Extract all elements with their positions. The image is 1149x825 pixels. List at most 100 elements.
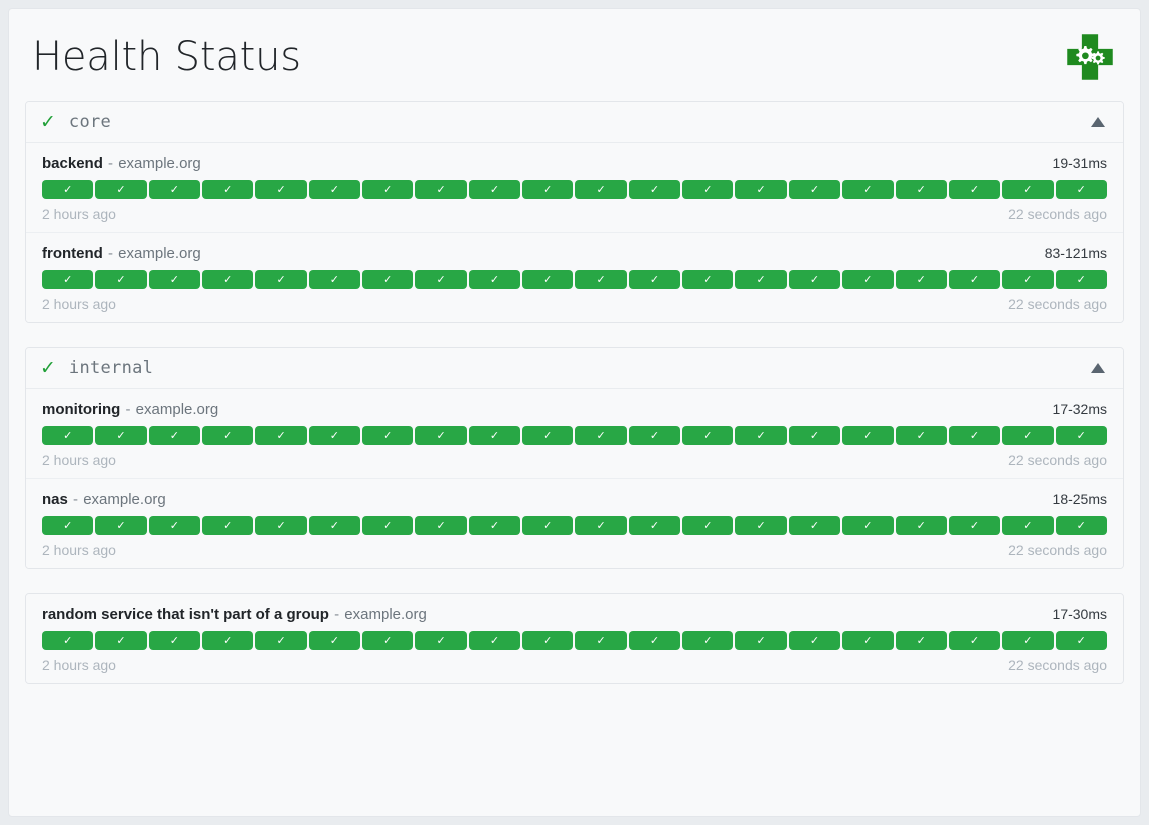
status-bar-segment[interactable]: ✓ bbox=[948, 270, 1001, 289]
status-bar-segment[interactable]: ✓ bbox=[522, 631, 574, 650]
status-bar-segment[interactable]: ✓ bbox=[148, 180, 201, 199]
status-bar-segment[interactable]: ✓ bbox=[95, 270, 147, 289]
group-header-core[interactable]: ✓ core bbox=[26, 102, 1123, 143]
status-bar-segment[interactable]: ✓ bbox=[415, 180, 467, 199]
status-bar-segment[interactable]: ✓ bbox=[468, 180, 521, 199]
status-bar-segment[interactable]: ✓ bbox=[735, 426, 787, 445]
status-bar-segment[interactable]: ✓ bbox=[415, 270, 467, 289]
status-bar-segment[interactable]: ✓ bbox=[148, 270, 201, 289]
status-bar-segment[interactable]: ✓ bbox=[842, 270, 894, 289]
status-bar-segment[interactable]: ✓ bbox=[202, 270, 254, 289]
status-bar-segment[interactable]: ✓ bbox=[468, 270, 521, 289]
status-bar-segment[interactable]: ✓ bbox=[1002, 516, 1054, 535]
status-bar-segment[interactable]: ✓ bbox=[948, 631, 1001, 650]
status-bar-segment[interactable]: ✓ bbox=[308, 516, 361, 535]
status-bar-segment[interactable]: ✓ bbox=[895, 180, 947, 199]
status-bar-segment[interactable]: ✓ bbox=[42, 426, 94, 445]
status-bar-segment[interactable]: ✓ bbox=[788, 180, 841, 199]
status-bar-segment[interactable]: ✓ bbox=[628, 270, 681, 289]
status-bar-segment[interactable]: ✓ bbox=[95, 631, 147, 650]
status-bar-segment[interactable]: ✓ bbox=[575, 426, 627, 445]
status-bar-segment[interactable]: ✓ bbox=[842, 426, 894, 445]
status-bar-segment[interactable]: ✓ bbox=[948, 426, 1001, 445]
status-bar-segment[interactable]: ✓ bbox=[788, 631, 841, 650]
status-bar-segment[interactable]: ✓ bbox=[628, 516, 681, 535]
status-bar-segment[interactable]: ✓ bbox=[735, 516, 787, 535]
status-bar-segment[interactable]: ✓ bbox=[1055, 426, 1107, 445]
status-bar-segment[interactable]: ✓ bbox=[255, 516, 307, 535]
status-bar-segment[interactable]: ✓ bbox=[522, 516, 574, 535]
status-bar-segment[interactable]: ✓ bbox=[682, 270, 734, 289]
status-bar-segment[interactable]: ✓ bbox=[522, 180, 574, 199]
status-bar-segment[interactable]: ✓ bbox=[42, 631, 94, 650]
status-bar-segment[interactable]: ✓ bbox=[1055, 631, 1107, 650]
status-bar-segment[interactable]: ✓ bbox=[948, 180, 1001, 199]
status-bar-segment[interactable]: ✓ bbox=[202, 180, 254, 199]
status-bar-segment[interactable]: ✓ bbox=[308, 270, 361, 289]
status-bar-segment[interactable]: ✓ bbox=[95, 516, 147, 535]
status-bar-segment[interactable]: ✓ bbox=[522, 426, 574, 445]
status-bar-segment[interactable]: ✓ bbox=[362, 426, 414, 445]
status-bar-segment[interactable]: ✓ bbox=[735, 180, 787, 199]
status-bar-segment[interactable]: ✓ bbox=[682, 631, 734, 650]
status-bar-segment[interactable]: ✓ bbox=[202, 426, 254, 445]
status-bar-segment[interactable]: ✓ bbox=[1002, 631, 1054, 650]
status-bar-segment[interactable]: ✓ bbox=[42, 180, 94, 199]
status-bar-segment[interactable]: ✓ bbox=[1055, 270, 1107, 289]
status-bar-segment[interactable]: ✓ bbox=[895, 631, 947, 650]
status-bar-segment[interactable]: ✓ bbox=[148, 631, 201, 650]
status-bar-segment[interactable]: ✓ bbox=[575, 180, 627, 199]
status-bar-segment[interactable]: ✓ bbox=[42, 516, 94, 535]
status-bar-segment[interactable]: ✓ bbox=[255, 270, 307, 289]
status-bar-segment[interactable]: ✓ bbox=[255, 631, 307, 650]
status-bar-segment[interactable]: ✓ bbox=[842, 180, 894, 199]
status-bar-segment[interactable]: ✓ bbox=[308, 631, 361, 650]
status-bar-segment[interactable]: ✓ bbox=[682, 516, 734, 535]
status-bar-segment[interactable]: ✓ bbox=[788, 516, 841, 535]
status-bar-segment[interactable]: ✓ bbox=[575, 631, 627, 650]
status-bar-segment[interactable]: ✓ bbox=[95, 426, 147, 445]
status-bar-segment[interactable]: ✓ bbox=[362, 631, 414, 650]
status-bar-segment[interactable]: ✓ bbox=[468, 516, 521, 535]
status-bar-segment[interactable]: ✓ bbox=[308, 180, 361, 199]
status-bar-segment[interactable]: ✓ bbox=[628, 631, 681, 650]
status-bar-segment[interactable]: ✓ bbox=[362, 516, 414, 535]
status-bar-segment[interactable]: ✓ bbox=[1002, 180, 1054, 199]
status-bar-segment[interactable]: ✓ bbox=[468, 631, 521, 650]
status-bar-segment[interactable]: ✓ bbox=[895, 270, 947, 289]
status-bar-segment[interactable]: ✓ bbox=[628, 180, 681, 199]
status-bar-segment[interactable]: ✓ bbox=[415, 516, 467, 535]
status-bar-segment[interactable]: ✓ bbox=[735, 631, 787, 650]
status-bar-segment[interactable]: ✓ bbox=[842, 516, 894, 535]
status-bar-segment[interactable]: ✓ bbox=[255, 180, 307, 199]
status-bar-segment[interactable]: ✓ bbox=[95, 180, 147, 199]
status-bar-segment[interactable]: ✓ bbox=[415, 426, 467, 445]
caret-up-icon[interactable] bbox=[1091, 117, 1105, 127]
status-bar-segment[interactable]: ✓ bbox=[1002, 426, 1054, 445]
status-bar-segment[interactable]: ✓ bbox=[1002, 270, 1054, 289]
status-bar-segment[interactable]: ✓ bbox=[255, 426, 307, 445]
status-bar-segment[interactable]: ✓ bbox=[308, 426, 361, 445]
status-bar-segment[interactable]: ✓ bbox=[202, 516, 254, 535]
status-bar-segment[interactable]: ✓ bbox=[415, 631, 467, 650]
status-bar-segment[interactable]: ✓ bbox=[1055, 180, 1107, 199]
status-bar-segment[interactable]: ✓ bbox=[362, 180, 414, 199]
status-bar-segment[interactable]: ✓ bbox=[362, 270, 414, 289]
status-bar-segment[interactable]: ✓ bbox=[682, 426, 734, 445]
status-bar-segment[interactable]: ✓ bbox=[948, 516, 1001, 535]
status-bar-segment[interactable]: ✓ bbox=[735, 270, 787, 289]
status-bar-segment[interactable]: ✓ bbox=[788, 270, 841, 289]
status-bar-segment[interactable]: ✓ bbox=[895, 516, 947, 535]
status-bar-segment[interactable]: ✓ bbox=[148, 426, 201, 445]
status-bar-segment[interactable]: ✓ bbox=[522, 270, 574, 289]
caret-up-icon[interactable] bbox=[1091, 363, 1105, 373]
status-bar-segment[interactable]: ✓ bbox=[842, 631, 894, 650]
status-bar-segment[interactable]: ✓ bbox=[682, 180, 734, 199]
status-bar-segment[interactable]: ✓ bbox=[202, 631, 254, 650]
group-header-internal[interactable]: ✓ internal bbox=[26, 348, 1123, 389]
status-bar-segment[interactable]: ✓ bbox=[628, 426, 681, 445]
status-bar-segment[interactable]: ✓ bbox=[148, 516, 201, 535]
status-bar-segment[interactable]: ✓ bbox=[1055, 516, 1107, 535]
status-bar-segment[interactable]: ✓ bbox=[788, 426, 841, 445]
status-bar-segment[interactable]: ✓ bbox=[575, 270, 627, 289]
